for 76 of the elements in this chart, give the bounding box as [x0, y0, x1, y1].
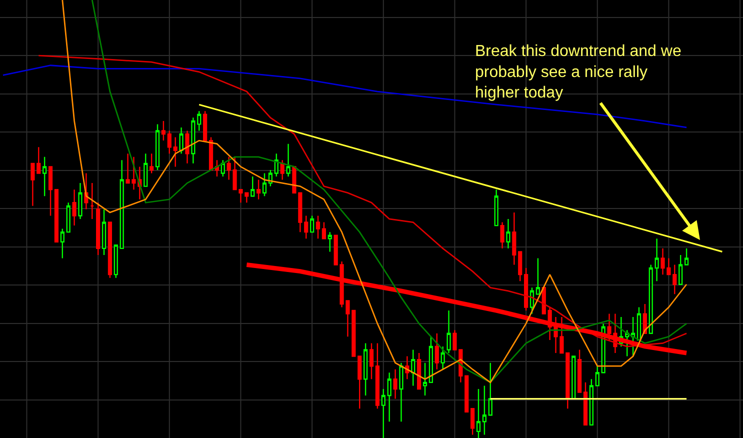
candlestick	[494, 188, 498, 226]
candlestick	[642, 303, 647, 334]
candlestick	[470, 408, 475, 436]
candlestick	[250, 176, 255, 197]
candlestick	[179, 126, 184, 154]
candlestick	[155, 124, 160, 171]
candlestick	[506, 218, 510, 250]
candlestick	[648, 264, 653, 334]
candlestick	[369, 342, 374, 380]
candlestick	[524, 267, 528, 312]
candlestick	[440, 346, 445, 370]
candlestick	[375, 342, 380, 410]
candlestick	[96, 202, 100, 256]
candlestick	[422, 362, 428, 396]
candlestick	[120, 160, 124, 250]
candlestick	[102, 208, 106, 256]
candlestick	[286, 143, 290, 178]
candlestick	[316, 215, 320, 240]
candlestick	[173, 136, 178, 168]
candlestick	[114, 244, 118, 278]
candlestick	[203, 110, 208, 142]
candlestick	[274, 153, 278, 178]
candlestick	[636, 306, 642, 341]
candlestick	[78, 182, 82, 220]
candlestick	[428, 336, 433, 384]
candlestick	[144, 153, 148, 187]
candlestick	[191, 117, 196, 164]
candlestick	[446, 310, 451, 354]
text: Break this downtrend and we probably see a nice rally higher today	[475, 43, 682, 102]
candlestick	[434, 332, 439, 370]
candlestick	[60, 228, 64, 259]
candlestick	[625, 330, 630, 357]
candlestick	[280, 160, 284, 180]
candlestick	[197, 110, 202, 132]
candlestick	[310, 215, 314, 233]
candlestick	[220, 160, 225, 178]
candlestick	[262, 172, 267, 197]
candlestick	[583, 382, 588, 426]
candlestick	[90, 182, 94, 220]
candlestick	[387, 372, 392, 422]
candlestick	[572, 356, 576, 400]
candlestick	[488, 362, 492, 416]
candlestick	[256, 179, 261, 200]
candlestick	[42, 156, 47, 197]
candlestick	[214, 160, 220, 178]
candlestick	[512, 212, 516, 266]
candlestick	[304, 215, 308, 240]
candlestick	[185, 130, 190, 164]
candlestick	[167, 130, 172, 154]
candlestick	[66, 202, 70, 233]
candlestick	[595, 365, 600, 386]
candlestick	[684, 248, 689, 266]
candlestick	[150, 153, 154, 174]
candlestick	[411, 349, 416, 386]
candlestick	[358, 356, 362, 410]
candlestick	[589, 378, 594, 426]
candlestick	[399, 362, 404, 422]
candlestick	[417, 352, 422, 390]
candlestick	[322, 222, 326, 240]
candlestick	[393, 368, 398, 400]
candlestick	[54, 188, 59, 242]
candlestick	[328, 231, 332, 252]
candlestick	[500, 222, 504, 250]
candlestick	[536, 258, 540, 295]
candlestick	[464, 375, 469, 412]
candlestick	[48, 166, 53, 216]
candlestick	[482, 385, 486, 436]
candlestick	[161, 120, 166, 142]
candlestick	[364, 342, 368, 396]
candlestick	[72, 188, 76, 226]
candlestick	[84, 172, 88, 210]
candlestick	[654, 238, 659, 282]
candlestick	[678, 254, 683, 285]
candlestick	[577, 349, 582, 393]
candlestick	[518, 251, 522, 282]
candlestick	[108, 222, 112, 278]
